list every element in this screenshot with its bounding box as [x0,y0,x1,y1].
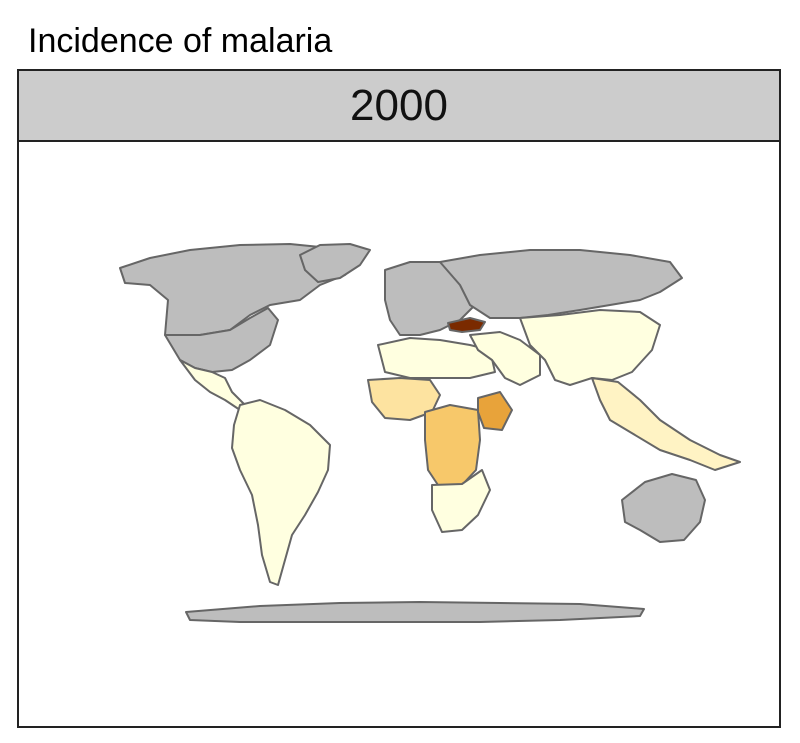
region-north-africa [377,337,496,379]
region-australia [621,473,706,543]
region-southeast-asia [591,377,741,471]
region-russia [439,249,683,319]
facet-strip: 2000 [17,69,781,142]
region-middle-east [469,331,541,386]
region-greenland [299,243,371,283]
region-south-america [231,399,331,586]
plot-title: Incidence of malaria [28,22,333,60]
region-antarctica [185,601,645,623]
region-asia [519,309,661,386]
region-southern-africa [431,469,491,533]
region-ethiopia [477,391,513,431]
facet-label: 2000 [350,80,448,130]
region-canada [119,243,361,341]
region-central-africa [424,404,481,489]
region-turkey [447,317,486,333]
